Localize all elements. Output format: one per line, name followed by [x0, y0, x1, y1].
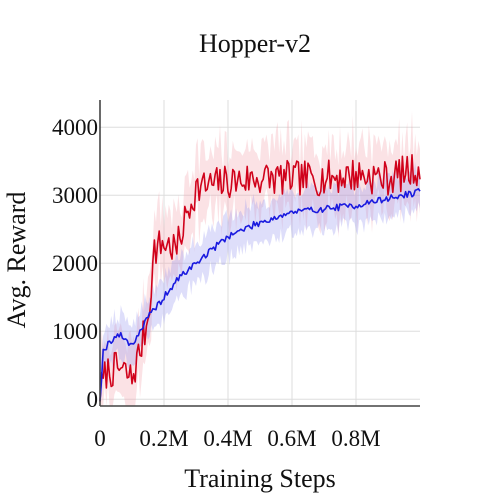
y-tick-label: 0 — [87, 387, 99, 412]
series-lines — [99, 154, 421, 402]
series-0-line — [99, 154, 421, 402]
tick-labels: 0 0.2M 0.4M 0.6M 0.8M 0 1000 2000 3000 4000 — [52, 115, 381, 451]
x-tick-label: 0.8M — [331, 426, 380, 451]
series-0-band — [100, 111, 420, 406]
y-axis-label: Avg. Reward — [2, 192, 31, 329]
y-tick-label: 4000 — [52, 115, 98, 140]
chart-title: Hopper-v2 — [199, 29, 311, 58]
confidence-bands — [100, 111, 420, 406]
x-tick-label: 0 — [94, 426, 106, 451]
x-tick-label: 0.2M — [139, 426, 188, 451]
series-1-line — [99, 188, 421, 401]
x-tick-label: 0.6M — [267, 426, 316, 451]
x-tick-label: 0.4M — [203, 426, 252, 451]
axes — [99, 100, 420, 407]
y-tick-label: 1000 — [52, 319, 98, 344]
x-axis-label: Training Steps — [184, 464, 335, 493]
grid — [100, 100, 420, 406]
y-tick-label: 2000 — [52, 251, 98, 276]
y-tick-label: 3000 — [52, 183, 98, 208]
